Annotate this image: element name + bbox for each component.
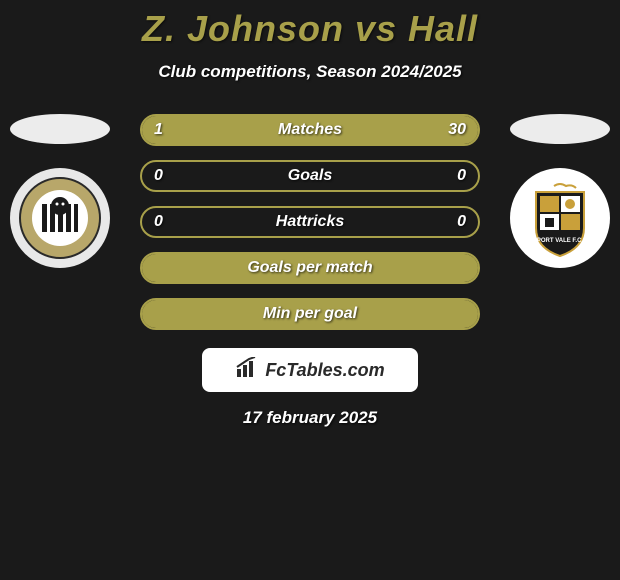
stat-right-value: 30: [448, 121, 466, 139]
stat-left-value: 0: [154, 213, 163, 231]
fctables-chart-icon: [235, 357, 261, 384]
stat-fill-left: [142, 116, 202, 144]
stat-left-value: 0: [154, 167, 163, 185]
subtitle: Club competitions, Season 2024/2025: [0, 62, 620, 82]
stat-label: Matches: [278, 121, 342, 139]
left-club-badge: [10, 168, 110, 268]
stat-right-value: 0: [457, 167, 466, 185]
content-area: PORT VALE F.C. 1 Matches 30 0 Goals 0 0 Hattric…: [0, 114, 620, 330]
stat-row: 1 Matches 30: [140, 114, 480, 146]
stats-container: 1 Matches 30 0 Goals 0 0 Hattricks 0 Goals per ma…: [140, 114, 480, 330]
page-title: Z. Johnson vs Hall: [0, 0, 620, 50]
right-player-column: PORT VALE F.C.: [510, 114, 610, 268]
port-vale-crest-icon: PORT VALE F.C.: [518, 176, 602, 260]
date-text: 17 february 2025: [0, 408, 620, 428]
fctables-attribution: FcTables.com: [202, 348, 418, 392]
stat-row: 0 Hattricks 0: [140, 206, 480, 238]
fctables-label: FcTables.com: [265, 360, 384, 381]
stat-label: Goals: [288, 167, 332, 185]
stat-row: Min per goal: [140, 298, 480, 330]
stat-label: Hattricks: [276, 213, 344, 231]
stat-row: 0 Goals 0: [140, 160, 480, 192]
stat-label: Goals per match: [247, 259, 372, 277]
left-player-column: [10, 114, 110, 268]
stat-right-value: 0: [457, 213, 466, 231]
left-player-name-oval: [10, 114, 110, 144]
stat-row: Goals per match: [140, 252, 480, 284]
notts-county-crest-icon: [18, 176, 102, 260]
svg-text:PORT VALE F.C.: PORT VALE F.C.: [537, 238, 584, 244]
right-club-badge: PORT VALE F.C.: [510, 168, 610, 268]
stat-label: Min per goal: [263, 305, 357, 323]
right-player-name-oval: [510, 114, 610, 144]
stat-left-value: 1: [154, 121, 163, 139]
